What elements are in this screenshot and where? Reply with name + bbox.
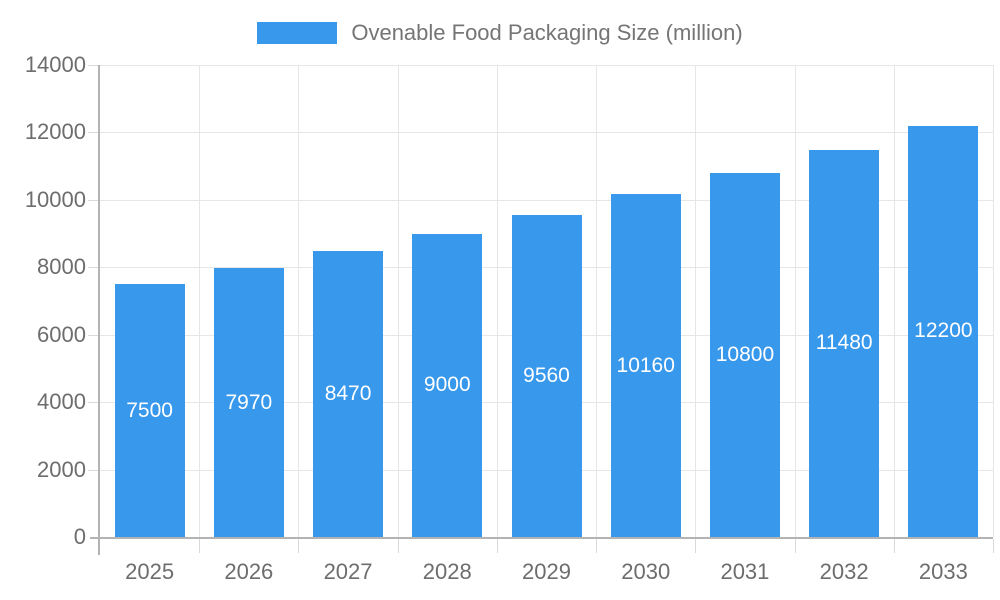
legend[interactable]: Ovenable Food Packaging Size (million): [0, 20, 1000, 46]
bar-value-label: 9560: [523, 363, 570, 387]
y-axis-label: 10000: [24, 186, 86, 212]
bar[interactable]: [610, 194, 681, 537]
x-tick: [496, 539, 498, 553]
y-axis-label: 6000: [37, 321, 86, 347]
y-axis-label: 14000: [24, 52, 86, 77]
x-axis-label: 2029: [522, 559, 571, 584]
x-axis-label: 2033: [918, 559, 968, 584]
bar[interactable]: [809, 149, 880, 537]
x-gridline: [695, 65, 697, 537]
bar-value-label: 9000: [423, 373, 471, 397]
x-gridline: [893, 65, 895, 537]
bar[interactable]: [412, 233, 483, 537]
y-tick: [88, 334, 98, 336]
x-tick: [199, 539, 201, 553]
x-tick: [893, 539, 895, 553]
x-gridline: [199, 65, 201, 537]
x-gridline: [794, 65, 796, 537]
x-axis-label: 2028: [422, 559, 472, 584]
y-tick: [88, 267, 98, 269]
x-gridline: [397, 65, 399, 537]
bar-value-label: 12200: [914, 319, 973, 343]
bar-value-label: 7500: [126, 398, 173, 422]
bar-value-label: 11480: [815, 331, 873, 355]
y-tick: [88, 132, 98, 134]
y-gridline: [100, 65, 993, 66]
y-tick: [88, 65, 98, 66]
x-tick: [794, 539, 796, 553]
legend-label: Ovenable Food Packaging Size (million): [351, 20, 743, 45]
bar[interactable]: [709, 172, 780, 537]
y-axis-label: 4000: [37, 389, 86, 415]
legend-swatch: [257, 22, 338, 44]
y-gridline: [100, 132, 993, 134]
x-axis-line: [90, 537, 993, 539]
y-gridline: [100, 199, 993, 201]
bar-value-label: 10160: [616, 353, 675, 377]
x-axis-label: 2027: [323, 559, 373, 584]
bar[interactable]: [114, 284, 185, 537]
x-axis-label: 2030: [621, 559, 671, 584]
x-tick: [596, 539, 598, 553]
y-axis-line: [98, 65, 100, 555]
x-tick: [397, 539, 399, 553]
plot-area: 7500 7970 8470 9000 9560 10160 10800 11480 12200…: [25, 52, 994, 584]
y-tick: [88, 469, 98, 471]
bar[interactable]: [313, 251, 384, 537]
x-tick: [298, 539, 300, 553]
bar-value-label: 10800: [715, 342, 775, 366]
x-gridline: [993, 65, 994, 537]
x-axis-label: 2026: [224, 559, 274, 584]
x-tick: [695, 539, 697, 553]
bar-value-label: 8470: [324, 382, 372, 406]
y-tick: [88, 199, 98, 201]
x-axis-label: 2031: [720, 559, 770, 584]
bar[interactable]: [511, 214, 582, 537]
bar[interactable]: [213, 268, 284, 537]
x-gridline: [596, 65, 598, 537]
x-axis-label: 2032: [819, 559, 869, 584]
y-axis-label: 8000: [37, 254, 86, 280]
bar-value-label: 7970: [225, 390, 273, 414]
y-axis-label: 12000: [24, 119, 86, 145]
bar[interactable]: [908, 125, 979, 537]
y-axis-label: 0: [73, 524, 86, 549]
x-tick: [993, 539, 994, 553]
x-gridline: [298, 65, 300, 537]
x-axis-label: 2025: [125, 559, 175, 584]
y-tick: [88, 402, 98, 404]
x-gridline: [496, 65, 498, 537]
y-axis-label: 2000: [37, 456, 86, 482]
